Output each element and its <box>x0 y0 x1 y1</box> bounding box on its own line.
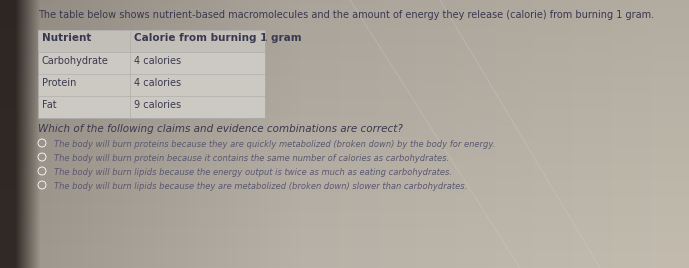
Bar <box>38 30 265 118</box>
Bar <box>38 30 265 52</box>
Text: 4 calories: 4 calories <box>134 78 181 88</box>
Text: The table below shows nutrient-based macromolecules and the amount of energy the: The table below shows nutrient-based mac… <box>38 10 654 20</box>
Text: The body will burn lipids because they are metabolized (broken down) slower than: The body will burn lipids because they a… <box>54 182 467 191</box>
Text: The body will burn protein because it contains the same number of calories as ca: The body will burn protein because it co… <box>54 154 449 163</box>
Text: Protein: Protein <box>42 78 76 88</box>
Text: Nutrient: Nutrient <box>42 33 92 43</box>
Text: The body will burn lipids because the energy output is twice as much as eating c: The body will burn lipids because the en… <box>54 168 452 177</box>
Text: Calorie from burning 1 gram: Calorie from burning 1 gram <box>134 33 302 43</box>
Text: 9 calories: 9 calories <box>134 100 181 110</box>
Text: The body will burn proteins because they are quickly metabolized (broken down) b: The body will burn proteins because they… <box>54 140 495 149</box>
Text: Fat: Fat <box>42 100 56 110</box>
Text: Carbohydrate: Carbohydrate <box>42 56 109 66</box>
Text: Which of the following claims and evidence combinations are correct?: Which of the following claims and eviden… <box>38 124 403 134</box>
Text: 4 calories: 4 calories <box>134 56 181 66</box>
